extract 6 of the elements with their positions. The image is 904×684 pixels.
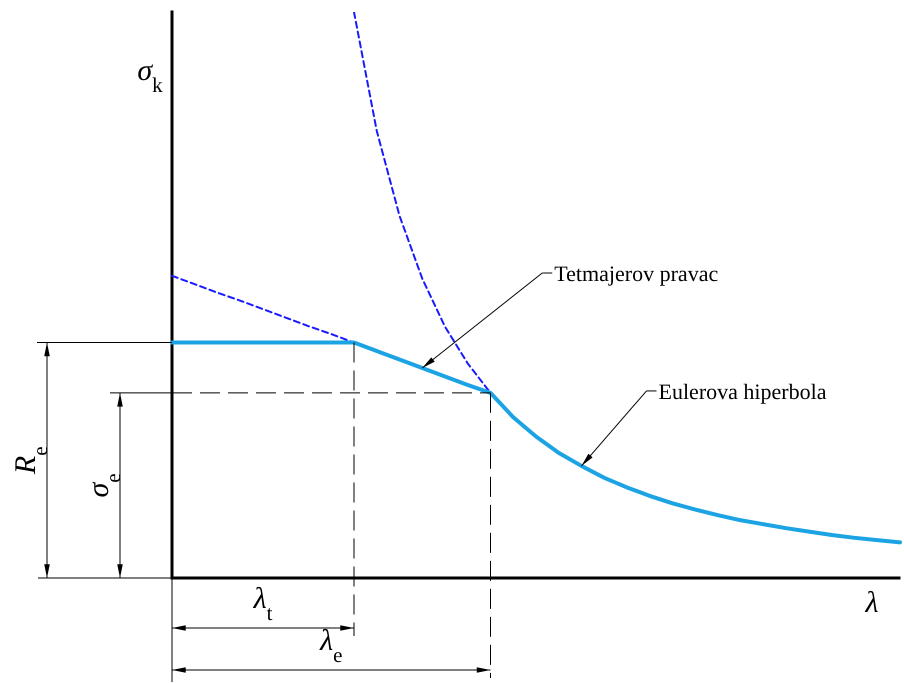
annotation: Tetmajerov pravac [554, 261, 718, 286]
y-axis-title: σ$_{k}$ [137, 54, 164, 97]
text: λ$_{t}$ [252, 582, 273, 625]
annotation: Eulerova hiperbola [658, 378, 827, 404]
text: λ$_{e}$ [319, 624, 342, 667]
x-axis-title: λ [864, 586, 878, 619]
